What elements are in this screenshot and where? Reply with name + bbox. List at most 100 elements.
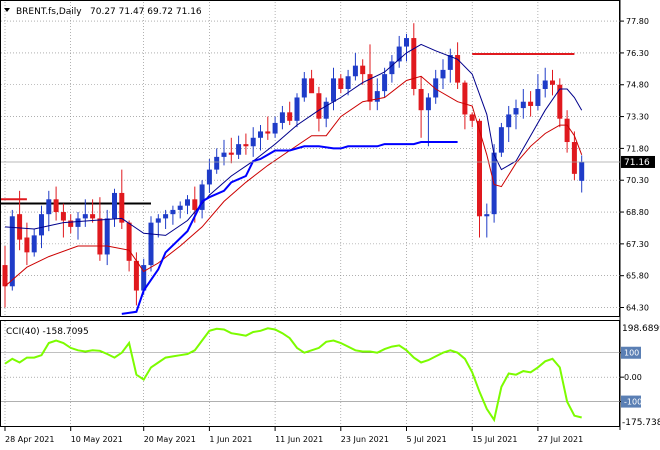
cci-line [4, 327, 582, 423]
candle-body [177, 205, 183, 210]
candle-body [411, 38, 417, 89]
date-tick-label: 20 May 2021 [144, 435, 196, 444]
symbol-label: BRENT.fs,Daily [16, 7, 82, 17]
candle-body [24, 237, 30, 253]
candle-body [287, 112, 293, 121]
candle-body [82, 214, 88, 219]
grid-layer [1, 2, 620, 426]
candle-body [192, 199, 198, 210]
candle-body [506, 114, 512, 128]
candle-body [206, 169, 212, 185]
current-price-tag [621, 155, 655, 168]
candle-body [75, 218, 81, 227]
candles-layer [2, 23, 585, 308]
candle-body [440, 69, 446, 79]
candle-body [46, 199, 52, 215]
candle-body [228, 152, 234, 155]
candle-body [367, 74, 373, 102]
cci-level-tag [621, 395, 641, 408]
candle-body [550, 80, 555, 85]
cci-layer: 100 0.00 -100 [1, 327, 642, 423]
candle-body [272, 122, 278, 134]
candle-body [68, 220, 74, 227]
candle-body [352, 65, 358, 77]
candle-body [396, 46, 402, 62]
candle-body [455, 55, 461, 83]
candle-body [243, 144, 249, 147]
candle-body [236, 144, 242, 155]
price-tick-label: 73.30 [626, 113, 649, 122]
axis-labels-layer: 77.80 76.30 74.80 73.30 71.80 70.30 68.80 67.30… [4, 17, 649, 444]
candle-body [513, 108, 519, 115]
date-tick-label: 27 Jul 2021 [538, 435, 583, 444]
price-tick-label: 71.80 [626, 144, 649, 153]
candle-body [564, 118, 570, 143]
candle-body [53, 199, 59, 213]
price-tick-label: 68.80 [626, 208, 649, 217]
date-tick-label: 11 Jun 2021 [275, 435, 323, 444]
candle-body [331, 78, 336, 102]
candle-body [97, 218, 103, 255]
date-tick-label: 28 Apr 2021 [5, 435, 54, 444]
candle-body [170, 209, 176, 215]
price-tick-label: 65.80 [626, 272, 649, 281]
candle-body [9, 216, 15, 287]
candle-body [119, 192, 125, 223]
candle-body [163, 214, 169, 219]
date-tick-label: 5 Jul 2021 [407, 435, 447, 444]
ohlc-readout: 70.27 71.47 69.72 71.16 [90, 7, 202, 17]
date-tick-label: 23 Jun 2021 [341, 435, 389, 444]
candle-body [185, 199, 190, 206]
cci-label: CCI(40) -158.7095 [6, 327, 89, 337]
candle-body [60, 212, 66, 221]
cci-pane-frame [0, 320, 620, 427]
cci-max-label: 198.6899 [622, 324, 660, 334]
price-tick-label: 76.30 [626, 49, 649, 58]
candle-body [338, 78, 344, 89]
date-tick-label: 10 May 2021 [71, 435, 123, 444]
cci-level-label: -100 [624, 398, 642, 407]
candle-body [148, 222, 154, 266]
candle-body [404, 38, 409, 47]
candle-body [447, 55, 453, 70]
candle-body [345, 76, 351, 89]
current-price-label: 71.16 [624, 158, 650, 168]
candle-body [221, 152, 227, 157]
candle-body [141, 265, 147, 291]
trailing-stop-line [121, 141, 458, 315]
candle-body [418, 88, 424, 111]
level-lines-layer [1, 52, 575, 205]
candle-body [389, 61, 395, 75]
price-tick-label: 67.30 [626, 240, 649, 249]
candle-body [294, 97, 300, 121]
collapse-triangle-icon[interactable] [4, 8, 10, 12]
candle-body [323, 101, 329, 119]
candle-body [17, 214, 23, 240]
cci-level-tag [621, 346, 641, 359]
candle-body [520, 101, 526, 109]
candle-body [214, 156, 220, 170]
candle-body [374, 91, 380, 102]
date-tick-label: 1 Jun 2021 [209, 435, 252, 444]
candle-body [39, 214, 44, 236]
candle-body [265, 131, 271, 134]
candle-body [316, 93, 322, 119]
candle-body [462, 82, 468, 115]
candle-body [433, 78, 439, 98]
candle-body [301, 78, 307, 98]
candle-body [2, 265, 8, 287]
candle-body [579, 161, 585, 181]
candle-body [477, 120, 482, 217]
candle-body [484, 214, 490, 217]
candle-body [279, 112, 285, 123]
candle-body [126, 222, 132, 261]
candle-body [112, 192, 117, 219]
fast-ma-line [4, 43, 583, 236]
date-tick-label: 15 Jul 2021 [472, 435, 517, 444]
candle-body [309, 78, 315, 94]
price-tick-label: 64.30 [626, 304, 649, 313]
candle-body [90, 214, 96, 219]
candle-body [557, 84, 563, 119]
